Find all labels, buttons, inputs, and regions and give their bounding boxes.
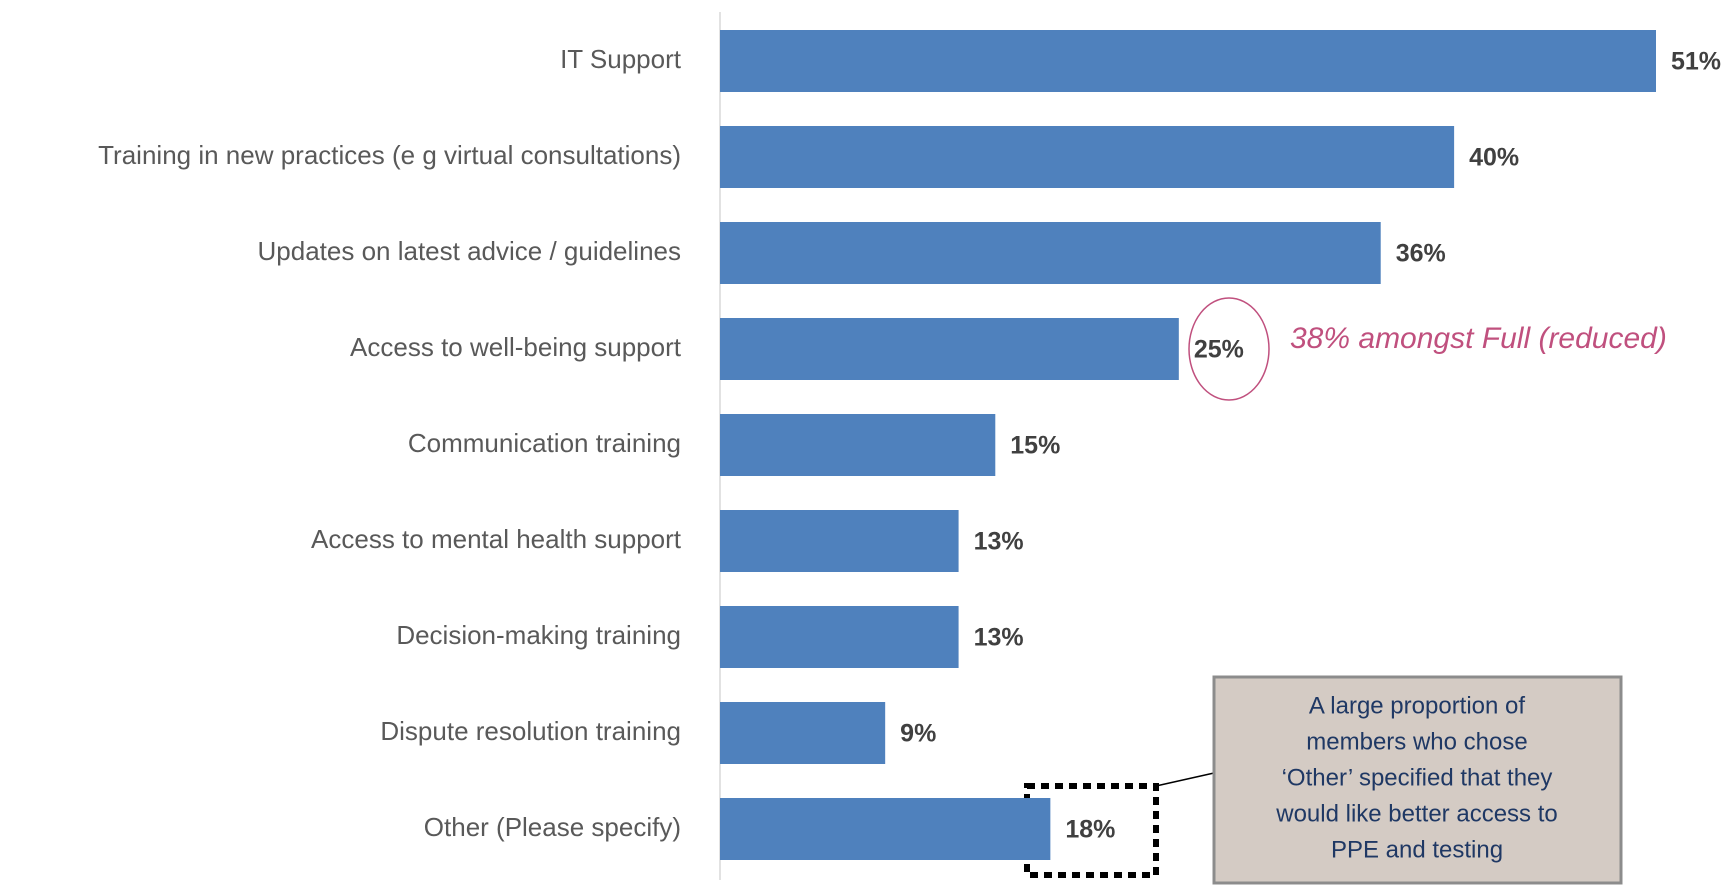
bar <box>720 798 1051 860</box>
value-label: 9% <box>900 720 936 748</box>
category-label: Dispute resolution training <box>380 716 681 746</box>
category-label: Other (Please specify) <box>424 812 681 842</box>
value-label: 13% <box>974 528 1024 556</box>
category-label: IT Support <box>560 44 682 74</box>
bar <box>720 414 996 476</box>
callout-text: would like better access to <box>1275 800 1557 827</box>
value-label: 40% <box>1469 144 1519 172</box>
category-label: Access to mental health support <box>311 524 682 554</box>
annotation: 38% amongst Full (reduced) <box>1290 322 1667 355</box>
value-label: 25% <box>1194 336 1244 364</box>
bar <box>720 510 959 572</box>
callout-text: ‘Other’ specified that they <box>1282 764 1553 791</box>
value-label: 13% <box>974 624 1024 652</box>
callout-text: members who chose <box>1306 728 1527 755</box>
callout-box <box>1212 675 1623 885</box>
category-label: Communication training <box>408 428 681 458</box>
highlight-circle <box>1188 297 1270 401</box>
callout-text: A large proportion of <box>1309 692 1525 719</box>
category-label: Decision-making training <box>396 620 681 650</box>
bar <box>720 126 1455 188</box>
value-label: 15% <box>1010 432 1060 460</box>
bar <box>720 318 1179 380</box>
connector <box>1155 772 1215 787</box>
value-label: 18% <box>1065 816 1115 844</box>
highlight-box <box>1024 783 1159 878</box>
value-label: 51% <box>1671 48 1721 76</box>
callout-text: PPE and testing <box>1331 836 1503 863</box>
category-label: Access to well-being support <box>350 332 682 362</box>
category-label: Updates on latest advice / guidelines <box>258 236 682 266</box>
bar <box>720 222 1381 284</box>
bar <box>720 30 1656 92</box>
bar <box>720 606 959 668</box>
bar <box>720 702 886 764</box>
category-label: Training in new practices (e g virtual c… <box>98 140 681 170</box>
value-label: 36% <box>1396 240 1446 268</box>
